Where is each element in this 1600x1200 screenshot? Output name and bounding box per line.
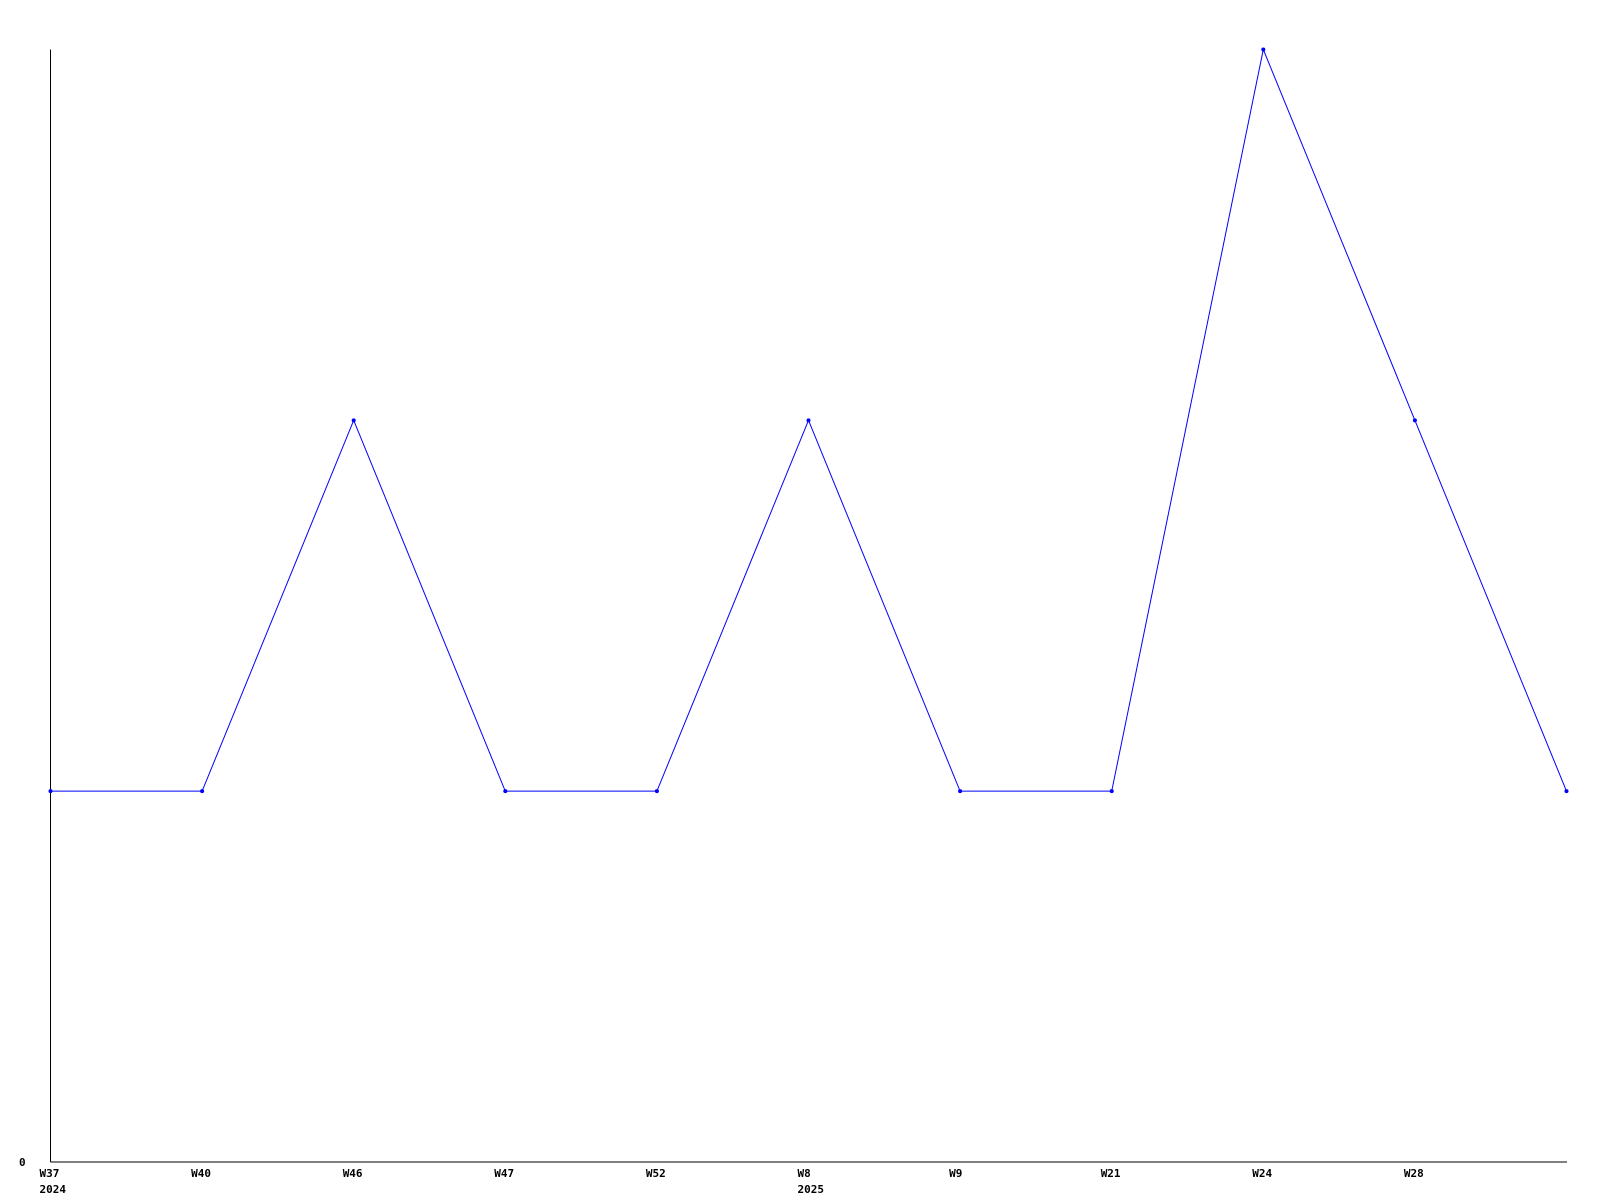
x-year-label: 2025: [798, 1183, 825, 1196]
data-point: [1261, 47, 1266, 52]
data-point: [48, 789, 53, 794]
x-tick-label: W37: [40, 1167, 60, 1180]
y-tick-label-0: 0: [19, 1156, 26, 1169]
data-point: [1564, 789, 1569, 794]
data-point: [1109, 789, 1114, 794]
x-tick-label: W47: [494, 1167, 514, 1180]
x-tick-label: W28: [1404, 1167, 1424, 1180]
x-tick-label: W9: [949, 1167, 962, 1180]
x-year-label: 2024: [40, 1183, 67, 1196]
data-point: [958, 789, 963, 794]
data-point: [1412, 418, 1417, 423]
x-tick-label: W46: [343, 1167, 363, 1180]
data-point: [503, 789, 508, 794]
x-tick-label: W52: [646, 1167, 666, 1180]
data-point: [200, 789, 205, 794]
x-tick-label: W21: [1101, 1167, 1121, 1180]
data-point: [351, 418, 356, 423]
x-tick-label: W24: [1252, 1167, 1272, 1180]
data-point: [806, 418, 811, 423]
data-point: [654, 789, 659, 794]
x-tick-label: W8: [798, 1167, 811, 1180]
x-tick-label: W40: [191, 1167, 211, 1180]
